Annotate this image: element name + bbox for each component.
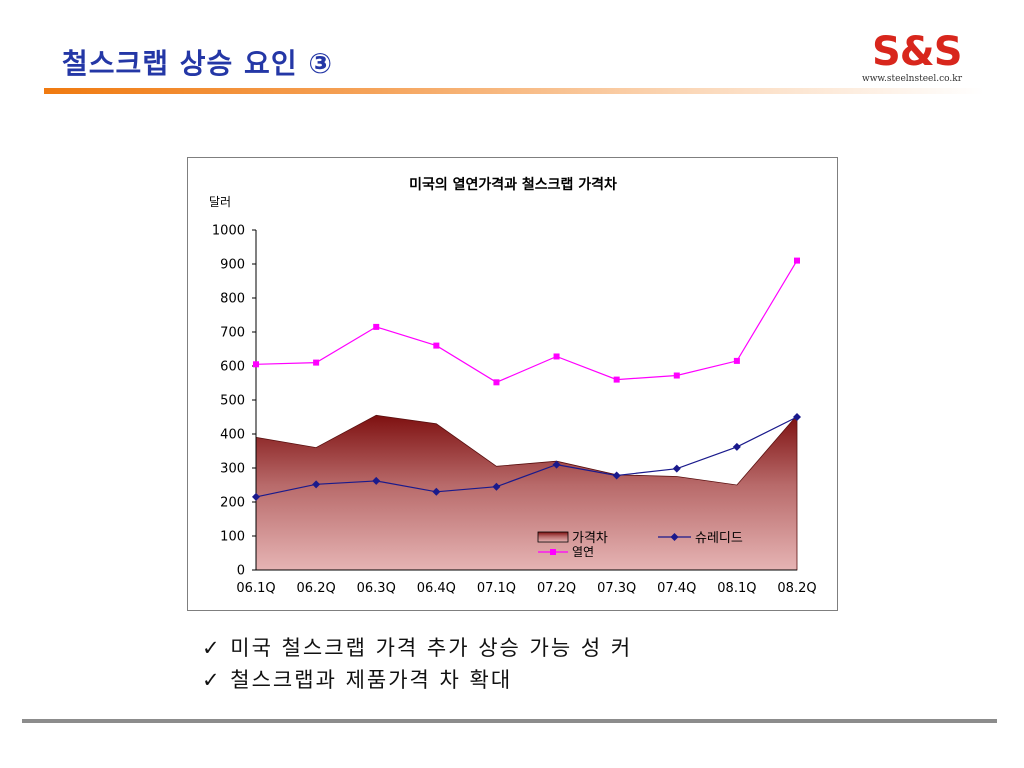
bullet-text: 철스크랩과 제품가격 차 확대	[230, 668, 513, 692]
bullet-item: ✓ 철스크랩과 제품가격 차 확대	[202, 664, 632, 696]
y-tick-label: 400	[220, 428, 245, 443]
data-point	[732, 442, 741, 451]
data-point	[793, 413, 801, 421]
legend-label: 열연	[572, 545, 594, 559]
title-underline	[44, 88, 984, 94]
legend-label: 가격차	[572, 531, 608, 546]
legend-label: 슈레디드	[695, 531, 743, 546]
x-tick-label: 07.4Q	[657, 581, 696, 596]
bullet-text: 미국 철스크랩 가격 추가 상승 가능 성 커	[230, 636, 633, 660]
data-point	[672, 464, 681, 473]
y-tick-label: 300	[220, 462, 245, 477]
data-point	[313, 359, 320, 366]
company-logo: S&S www.steelnsteel.co.kr	[862, 30, 984, 88]
x-tick-label: 06.1Q	[236, 581, 275, 596]
x-tick-label: 06.2Q	[297, 581, 336, 596]
data-point	[612, 471, 621, 480]
slide-title: 철스크랩 상승 요인 ③	[62, 47, 334, 80]
y-axis-unit: 달러	[209, 195, 231, 209]
bullet-list: ✓ 미국 철스크랩 가격 추가 상승 가능 성 커 ✓ 철스크랩과 제품가격 차…	[202, 632, 632, 696]
check-icon: ✓	[202, 668, 222, 692]
y-tick-label: 900	[220, 258, 245, 273]
x-tick-label: 08.2Q	[777, 581, 816, 596]
line-series-열연	[255, 260, 798, 383]
y-tick-label: 600	[220, 360, 245, 375]
x-tick-label: 06.4Q	[417, 581, 456, 596]
area-series-가격차	[255, 414, 798, 571]
chart-title: 미국의 열연가격과 철스크랩 가격차	[409, 176, 617, 193]
data-point	[673, 372, 680, 379]
y-tick-label: 700	[220, 326, 245, 341]
legend-marker	[550, 549, 556, 555]
data-point	[552, 460, 561, 469]
y-tick-label: 200	[220, 496, 245, 511]
x-tick-label: 07.1Q	[477, 581, 516, 596]
data-point	[613, 376, 620, 383]
data-point	[372, 476, 381, 485]
x-tick-label: 07.2Q	[537, 581, 576, 596]
legend-swatch-area	[537, 531, 569, 543]
x-tick-label: 07.3Q	[597, 581, 636, 596]
legend-marker	[670, 533, 679, 541]
y-tick-label: 100	[220, 530, 245, 545]
data-point	[733, 357, 740, 364]
data-point	[312, 480, 321, 489]
data-point	[373, 323, 380, 330]
data-point	[253, 361, 259, 368]
chart-frame: 미국의 열연가격과 철스크랩 가격차 달러 0 100 200 300 400 500 60…	[187, 157, 838, 611]
data-point	[553, 353, 560, 360]
check-icon: ✓	[202, 636, 222, 660]
data-point	[493, 379, 500, 386]
data-point	[432, 487, 441, 496]
line-series-슈레디드	[255, 416, 798, 498]
logo-url: www.steelnsteel.co.kr	[862, 74, 963, 84]
bullet-item: ✓ 미국 철스크랩 가격 추가 상승 가능 성 커	[202, 632, 632, 664]
chart-svg: 미국의 열연가격과 철스크랩 가격차 달러 0 100 200 300 400 500 60…	[209, 176, 817, 596]
y-tick-label: 800	[220, 292, 245, 307]
y-tick-label: 0	[237, 564, 245, 579]
footer-divider	[22, 719, 997, 723]
x-tick-label: 08.1Q	[717, 581, 756, 596]
data-point	[794, 257, 800, 264]
x-tick-label: 06.3Q	[357, 581, 396, 596]
data-point	[252, 492, 260, 501]
logo-text: S&S	[872, 29, 962, 75]
y-tick-label: 500	[220, 394, 245, 409]
y-tick-label: 1000	[212, 224, 245, 239]
data-point	[492, 482, 501, 491]
data-point	[433, 342, 440, 349]
